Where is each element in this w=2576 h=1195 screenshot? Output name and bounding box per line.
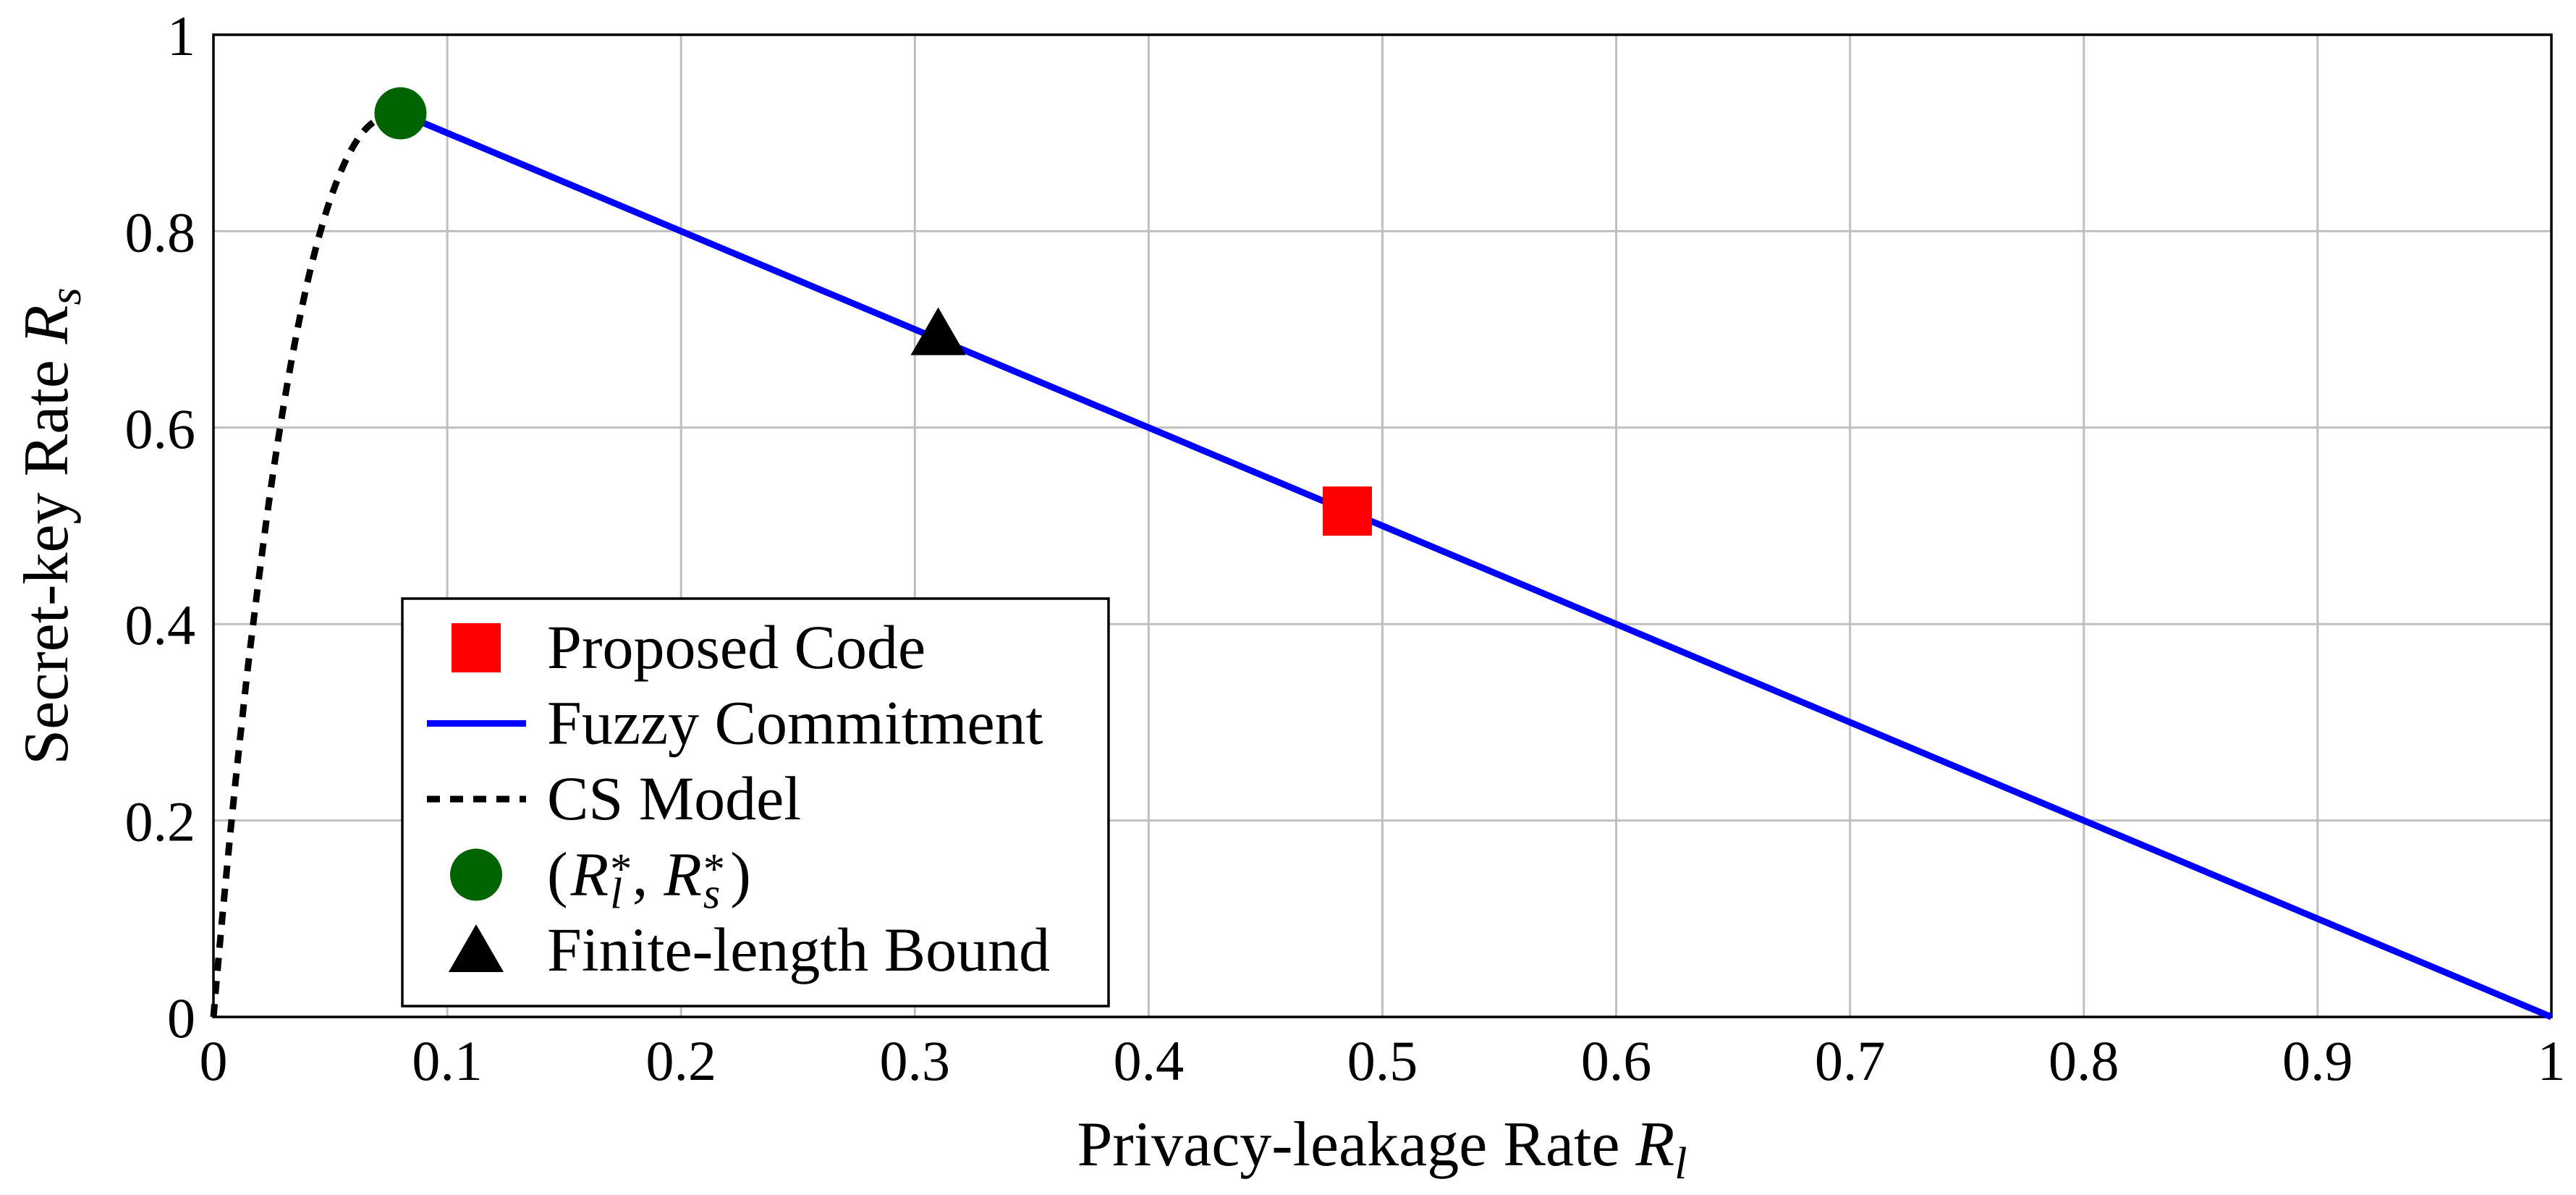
- math-comma: ,: [632, 840, 648, 909]
- series-markers: [374, 87, 1373, 536]
- math-subscript-s: s: [703, 870, 720, 918]
- x-tick-label: 0.4: [1114, 1029, 1185, 1092]
- y-axis-label-text: Secret-key Rate: [12, 360, 82, 765]
- optimal-rate-pair-marker: [374, 87, 427, 140]
- x-tick-label: 0: [200, 1029, 228, 1092]
- x-tick-label: 0.5: [1347, 1029, 1418, 1092]
- proposed-code-marker: [1323, 486, 1373, 536]
- math-close-paren: ): [730, 840, 751, 909]
- y-tick-label: 1: [167, 4, 195, 67]
- fuzzy-commitment-line: [399, 110, 2553, 1021]
- legend-swatch-proposed-code: [452, 623, 501, 672]
- legend-swatches: [427, 623, 526, 972]
- tick-labels: 0 0.1 0.2 0.3 0.4 0.5 0.6 0.7 0.8 0.9 1 0 0.2 0.4 0.6 0…: [125, 4, 2566, 1092]
- legend-swatch-finite-length-bound: [448, 924, 504, 972]
- math-open-paren: (: [547, 840, 568, 909]
- x-axis-label: Privacy-leakage Rate Rl: [1077, 1110, 1687, 1188]
- x-axis-symbol: R: [1635, 1110, 1675, 1180]
- math-superscript-star: *: [703, 845, 725, 893]
- y-tick-label: 0: [167, 987, 195, 1050]
- math-symbol-r: R: [663, 840, 702, 909]
- legend-label-proposed-code: Proposed Code: [547, 612, 925, 682]
- x-tick-label: 0.3: [880, 1029, 951, 1092]
- legend-swatch-optimal-rate-pair: [450, 848, 502, 901]
- x-tick-label: 1: [2538, 1029, 2566, 1092]
- y-axis-subscript: s: [41, 287, 90, 305]
- legend-label-finite-length-bound: Finite-length Bound: [547, 915, 1050, 984]
- plot-frame: [212, 33, 2553, 1018]
- x-tick-label: 0.6: [1581, 1029, 1652, 1092]
- legend-label-fuzzy-commitment: Fuzzy Commitment: [547, 688, 1043, 758]
- x-axis-label-text: Privacy-leakage Rate: [1077, 1110, 1619, 1180]
- x-tick-label: 0.7: [1815, 1029, 1886, 1092]
- y-axis-symbol: R: [12, 305, 82, 345]
- x-tick-label: 0.9: [2282, 1029, 2353, 1092]
- finite-length-bound-marker: [910, 307, 966, 355]
- y-tick-label: 0.8: [125, 200, 196, 263]
- series-lines: [210, 110, 2553, 1021]
- x-tick-label: 0.2: [645, 1029, 716, 1092]
- y-axis-label: Secret-key Rate Rs: [12, 287, 90, 764]
- math-superscript-star: *: [610, 845, 632, 893]
- x-axis-subscript: l: [1674, 1139, 1687, 1188]
- y-tick-label: 0.4: [125, 594, 196, 656]
- math-subscript-l: l: [610, 870, 622, 918]
- legend-label-cs-model: CS Model: [547, 764, 801, 833]
- x-tick-label: 0.1: [412, 1029, 483, 1092]
- y-tick-label: 0.6: [125, 397, 196, 460]
- math-symbol-r: R: [570, 840, 609, 909]
- y-tick-label: 0.2: [125, 790, 196, 853]
- legend-label-optimal-rate-pair: (R* l, R* s): [547, 840, 751, 918]
- x-tick-label: 0.8: [2048, 1029, 2119, 1092]
- legend: Proposed Code Fuzzy Commitment CS Model …: [401, 597, 1110, 1008]
